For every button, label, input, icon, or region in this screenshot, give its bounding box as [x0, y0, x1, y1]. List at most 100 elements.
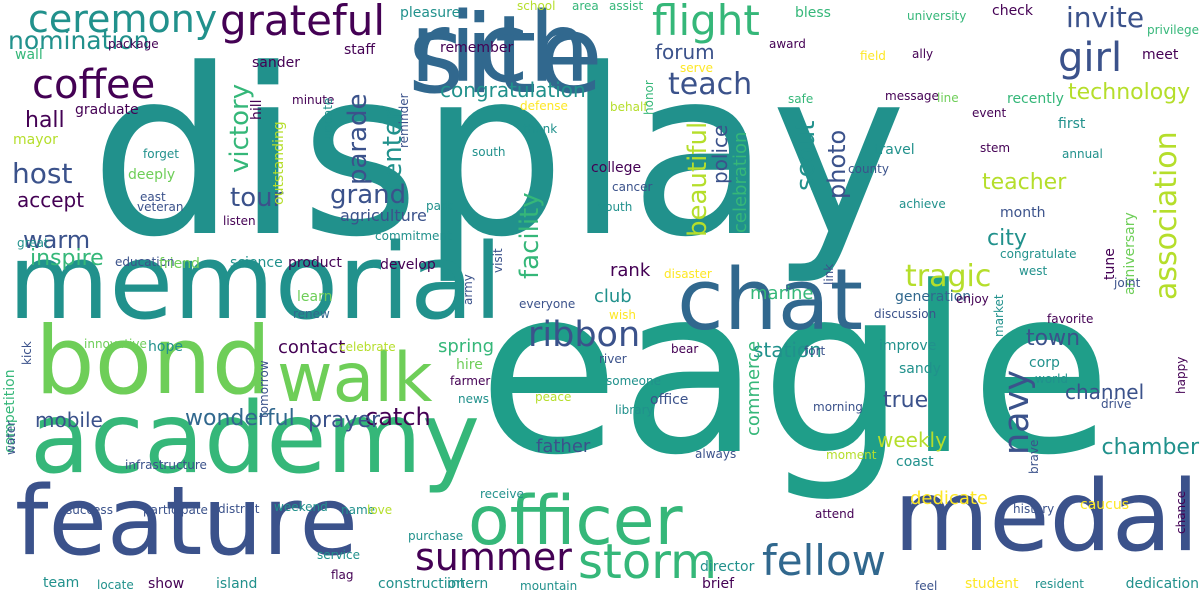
cloud-word: peace	[535, 390, 572, 404]
cloud-word: minute	[292, 93, 335, 107]
cloud-word: visit	[491, 248, 505, 273]
cloud-word: facility	[515, 192, 545, 279]
cloud-word: improve	[879, 338, 937, 354]
cloud-word: wish	[609, 308, 637, 322]
cloud-word: show	[148, 576, 185, 592]
cloud-word: sander	[252, 55, 301, 71]
cloud-word: stem	[980, 141, 1011, 155]
cloud-word: flight	[652, 0, 760, 45]
cloud-word: mayor	[13, 132, 58, 148]
cloud-word: develop	[380, 257, 436, 273]
cloud-word: remember	[440, 40, 514, 56]
cloud-word: learn	[297, 289, 333, 305]
cloud-word: update	[321, 97, 335, 140]
cloud-word: officer	[468, 482, 683, 561]
cloud-word: photo	[823, 129, 851, 199]
cloud-word: congratulate	[1000, 247, 1077, 261]
cloud-word: teach	[668, 67, 753, 102]
cloud-word: west	[1019, 264, 1048, 278]
cloud-word: market	[992, 294, 1006, 337]
cloud-word: line	[937, 91, 959, 105]
cloud-word: serve	[680, 61, 714, 75]
cloud-word: inspire	[30, 246, 104, 271]
cloud-word: innovative	[84, 337, 147, 351]
cloud-word: science	[230, 255, 283, 271]
cloud-word: service	[317, 548, 360, 562]
cloud-word: graduate	[75, 102, 139, 118]
cloud-word: grateful	[220, 0, 386, 45]
cloud-word: father	[536, 436, 591, 457]
cloud-word: chamber	[1101, 435, 1200, 460]
cloud-word: technology	[1068, 80, 1191, 105]
cloud-word: listen	[223, 214, 256, 228]
cloud-word: hire	[456, 357, 483, 373]
cloud-word: weekly	[877, 428, 947, 452]
cloud-word: assist	[609, 0, 644, 13]
cloud-word: school	[517, 0, 556, 13]
cloud-word: city	[987, 226, 1027, 251]
cloud-word: award	[769, 37, 806, 51]
cloud-word: park	[426, 199, 453, 213]
cloud-word: annual	[1062, 147, 1103, 161]
cloud-word: celebrate	[339, 340, 396, 354]
cloud-word: island	[216, 576, 258, 592]
cloud-word: office	[650, 392, 689, 408]
cloud-word: fellow	[762, 536, 887, 585]
cloud-word: marine	[750, 283, 814, 304]
cloud-word: joint	[1114, 276, 1141, 290]
cloud-word: everyone	[519, 297, 576, 311]
cloud-word: success	[66, 503, 113, 517]
cloud-word: feel	[915, 579, 938, 593]
cloud-word: director	[700, 559, 755, 575]
cloud-word: south	[472, 145, 506, 159]
cloud-word: wall	[15, 47, 43, 63]
cloud-word: purchase	[408, 529, 464, 543]
cloud-word: chat	[677, 251, 864, 350]
cloud-word: farmer	[450, 374, 491, 388]
cloud-word: feature	[15, 467, 358, 577]
cloud-word: host	[12, 157, 73, 190]
cloud-word: reminder	[397, 93, 411, 148]
cloud-word: moment	[826, 448, 877, 462]
cloud-word: invite	[1066, 1, 1145, 34]
cloud-word: deeply	[128, 167, 176, 183]
cloud-word: someone	[606, 374, 661, 388]
cloud-word: flag	[331, 568, 354, 582]
cloud-word: event	[972, 106, 1007, 120]
cloud-word: nomination	[8, 26, 150, 55]
cloud-word: kick	[20, 341, 34, 365]
cloud-word: behalf	[610, 100, 648, 114]
cloud-word: disaster	[664, 267, 712, 281]
cloud-word: month	[1000, 205, 1046, 221]
cloud-word: defense	[520, 99, 568, 113]
cloud-word: generation	[895, 289, 972, 305]
cloud-word: attend	[815, 507, 855, 521]
cloud-word: sandy	[899, 361, 941, 377]
cloud-word: mountain	[520, 579, 578, 593]
cloud-word: army	[461, 274, 475, 305]
cloud-word: pleasure	[400, 5, 461, 21]
cloud-word: county	[848, 162, 889, 176]
cloud-word: eagle	[478, 239, 1112, 506]
cloud-word: ally	[912, 47, 934, 61]
cloud-word: news	[458, 392, 490, 406]
cloud-word: fort	[804, 344, 826, 358]
cloud-word: caucus	[1080, 497, 1130, 513]
cloud-word: site	[408, 0, 604, 118]
cloud-word: area	[572, 0, 599, 13]
cloud-word: thank	[523, 122, 558, 136]
cloud-word: happy	[1174, 356, 1188, 394]
cloud-word: coffee	[32, 62, 156, 108]
cloud-word: resident	[1035, 577, 1084, 591]
cloud-word: bond	[35, 307, 272, 416]
cloud-word: outstanding	[271, 121, 287, 205]
cloud-word: weekend	[274, 500, 328, 514]
cloud-word: history	[1013, 502, 1055, 516]
cloud-word: chance	[1174, 490, 1188, 534]
cloud-word: summer	[415, 535, 572, 579]
cloud-word: youth	[598, 200, 633, 214]
cloud-word: contact	[278, 337, 346, 358]
cloud-word: field	[860, 49, 886, 63]
cloud-word: wonderful	[185, 406, 295, 431]
